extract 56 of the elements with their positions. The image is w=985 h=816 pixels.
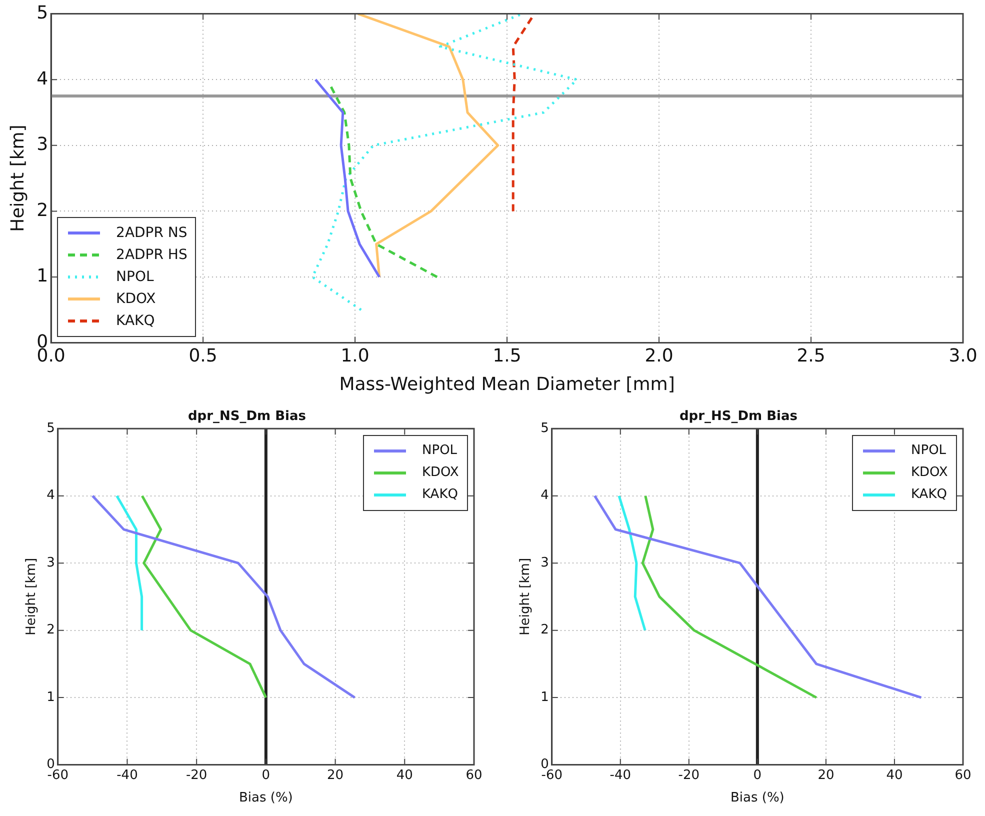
y-tick-label: 4 <box>540 488 549 504</box>
y-tick-label: 4 <box>46 488 55 504</box>
x-tick-label: 20 <box>327 768 344 783</box>
x-axis-title: Mass-Weighted Mean Diameter [mm] <box>339 374 675 395</box>
x-tick-label: 1.0 <box>340 345 370 366</box>
legend-label: NPOL <box>911 443 946 458</box>
x-tick-label: -40 <box>116 768 138 783</box>
x-tick-label: 2.0 <box>644 345 674 366</box>
y-tick-label: 5 <box>540 420 549 436</box>
y-tick-label: 3 <box>36 134 48 156</box>
x-tick-label: -60 <box>541 768 562 783</box>
legend-label: KDOX <box>116 290 156 307</box>
x-tick-label: 0 <box>753 768 762 783</box>
legend-label: NPOL <box>422 443 458 458</box>
y-axis-title: Height [km] <box>7 124 28 232</box>
x-axis-title: Bias (%) <box>238 790 293 806</box>
x-tick-label: 60 <box>954 768 972 783</box>
y-tick-label: 1 <box>36 266 48 287</box>
x-tick-label: 0.5 <box>188 345 218 366</box>
legend-label: KAKQ <box>116 312 155 329</box>
y-axis-title: Height [km] <box>24 558 40 636</box>
x-tick-label: 3.0 <box>948 345 978 366</box>
y-tick-label: 3 <box>46 555 55 570</box>
x-axis-title: Bias (%) <box>730 790 784 806</box>
x-tick-label: 60 <box>466 768 482 783</box>
y-tick-label: 4 <box>36 68 48 90</box>
y-tick-label: 3 <box>540 555 549 570</box>
x-tick-label: -60 <box>47 768 68 783</box>
legend-label: KAKQ <box>911 487 947 502</box>
legend-label: NPOL <box>116 268 154 285</box>
line-series <box>311 14 578 312</box>
y-tick-label: 5 <box>46 420 55 436</box>
x-tick-label: 2.5 <box>796 345 826 366</box>
y-tick-label: 1 <box>46 690 55 705</box>
x-tick-label: 40 <box>886 768 903 783</box>
x-tick-label: 20 <box>818 768 834 783</box>
x-tick-label: 40 <box>396 768 413 783</box>
legend-label: KDOX <box>911 465 948 480</box>
x-tick-label: 1.5 <box>492 345 522 366</box>
legend-label: KAKQ <box>422 487 458 502</box>
x-tick-label: -40 <box>610 768 632 783</box>
y-axis-title: Height [km] <box>518 558 534 636</box>
y-tick-label: 1 <box>540 690 549 705</box>
chart-title: dpr_HS_Dm Bias <box>679 409 798 424</box>
x-tick-label: -20 <box>678 768 700 783</box>
x-tick-label: -20 <box>186 768 208 783</box>
y-tick-label: 2 <box>46 622 55 638</box>
legend-label: KDOX <box>422 465 459 480</box>
y-tick-label: 2 <box>540 622 549 638</box>
x-tick-label: 0 <box>262 768 270 783</box>
legend-label: 2ADPR NS <box>116 224 188 241</box>
line-series <box>329 84 438 278</box>
legend-label: 2ADPR HS <box>116 246 188 263</box>
chart-title: dpr_NS_Dm Bias <box>188 409 306 424</box>
y-tick-label: 2 <box>36 200 48 221</box>
y-tick-label: 5 <box>36 2 48 24</box>
